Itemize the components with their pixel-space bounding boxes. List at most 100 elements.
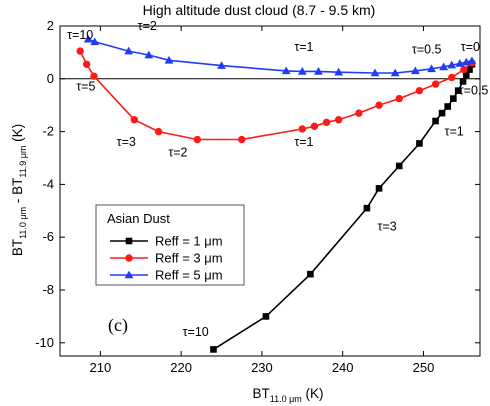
legend-title: Asian Dust — [107, 211, 170, 226]
y-axis-label-a-sub: 11.0 μm — [18, 207, 28, 239]
y-axis-label: BT11.0 μm - BT11.9 μm (K) — [10, 124, 28, 256]
data-point — [334, 116, 343, 124]
data-point — [154, 127, 163, 136]
x-tick-label: 220 — [170, 360, 192, 375]
data-point — [363, 204, 371, 212]
tau-label: τ=5 — [76, 80, 95, 94]
data-point — [210, 346, 217, 353]
x-tick-label: 250 — [413, 360, 435, 375]
y-tick-label: -6 — [42, 229, 54, 244]
series-line — [213, 63, 473, 351]
data-point — [334, 67, 344, 76]
series-2 — [76, 47, 476, 144]
legend-entry: Reff = 3 μm — [110, 251, 223, 266]
y-tick-label: 0 — [47, 71, 54, 86]
data-point — [459, 78, 467, 85]
tau-label: τ=1 — [445, 125, 464, 139]
data-point — [466, 66, 473, 73]
x-axis-label-main: BT — [252, 386, 269, 401]
data-point — [76, 47, 84, 55]
x-tick-label: 240 — [332, 360, 354, 375]
x-tick-label: 210 — [90, 360, 112, 375]
x-axis-label: BT11.0 μm (K) — [252, 386, 323, 404]
tau-label: τ=3 — [117, 135, 136, 149]
y-axis-label-b-sub: 11.9 μm — [18, 146, 28, 178]
x-axis-label-sub: 11.0 μm — [270, 394, 302, 404]
data-point — [455, 59, 465, 67]
data-point — [416, 140, 423, 147]
y-axis-label-mid: - BT — [10, 178, 25, 207]
tau-label: τ=10 — [183, 325, 209, 339]
data-point — [395, 94, 403, 103]
y-tick-label: -10 — [35, 335, 54, 350]
data-point — [410, 66, 420, 75]
data-point — [454, 87, 462, 94]
data-point — [447, 60, 457, 69]
data-point — [375, 101, 383, 109]
legend-marker — [125, 254, 133, 262]
data-point — [322, 118, 331, 127]
data-point — [355, 109, 363, 117]
tau-label: τ=10 — [67, 28, 93, 42]
y-tick-label: -4 — [42, 176, 54, 191]
tau-label: τ=1 — [294, 135, 313, 149]
data-point — [298, 125, 307, 133]
data-point — [193, 135, 202, 144]
data-point — [370, 68, 380, 77]
data-point — [467, 56, 477, 65]
data-point — [164, 55, 174, 64]
legend-label: Reff = 1 μm — [155, 234, 223, 249]
tau-label: τ=1 — [294, 40, 313, 54]
data-point — [431, 80, 440, 88]
panel-label: (c) — [108, 315, 128, 336]
data-point — [90, 72, 98, 80]
data-point — [297, 67, 307, 75]
tau-label: τ=2 — [168, 146, 187, 160]
legend-label: Reff = 3 μm — [155, 251, 223, 266]
data-point — [238, 135, 246, 144]
data-point — [314, 67, 323, 75]
tau-label: τ=0.5 — [459, 84, 489, 98]
data-point — [90, 37, 100, 46]
data-point — [438, 109, 446, 117]
data-point — [124, 46, 134, 55]
axis-ticks: 210 220 230 240 250 -10 -8 -6 -4 -2 0 2 — [35, 18, 480, 375]
series-1 — [210, 60, 476, 353]
chart-title: High altitude dust cloud (8.7 - 9.5 km) — [143, 2, 376, 18]
tau-label: τ=0 — [461, 40, 480, 54]
y-tick-label: 2 — [47, 18, 54, 33]
x-tick-label: 230 — [251, 360, 273, 375]
data-point — [432, 117, 439, 125]
data-point — [395, 162, 403, 170]
series-line — [79, 50, 473, 141]
data-point — [439, 62, 449, 71]
data-point — [82, 60, 91, 68]
tau-label: τ=0.5 — [412, 43, 442, 57]
data-point — [130, 116, 139, 124]
plot-border — [59, 25, 481, 357]
tau-label: τ=2 — [138, 19, 157, 33]
x-axis-label-unit: (K) — [302, 386, 324, 401]
legend-entries: Reff = 1 μm Reff = 3 μm Reff = 5 μm — [110, 234, 223, 283]
data-point — [144, 50, 154, 59]
data-point — [390, 68, 400, 77]
legend-label: Reff = 5 μm — [155, 268, 223, 283]
y-axis-label-unit: (K) — [10, 124, 25, 146]
legend-box — [95, 204, 245, 286]
data-point — [375, 185, 383, 192]
data-point — [427, 64, 436, 73]
data-point — [415, 86, 424, 95]
series-3 — [83, 34, 477, 77]
data-point — [310, 122, 319, 131]
data-point — [448, 73, 456, 82]
legend-marker — [125, 237, 133, 245]
legend-entry: Reff = 1 μm — [110, 234, 223, 249]
data-point — [217, 61, 226, 69]
data-point — [450, 95, 457, 102]
legend-entry: Reff = 5 μm — [110, 268, 223, 283]
data-point — [83, 34, 93, 43]
plot-area — [59, 25, 481, 357]
data-point — [307, 270, 314, 278]
tau-label: τ=3 — [378, 220, 397, 234]
tau-annotations: τ=10 τ=5 τ=3 τ=2 τ=1 τ=2 τ=1 τ=0.5 τ=0 τ=0.5 τ=1 τ=… — [67, 19, 488, 339]
